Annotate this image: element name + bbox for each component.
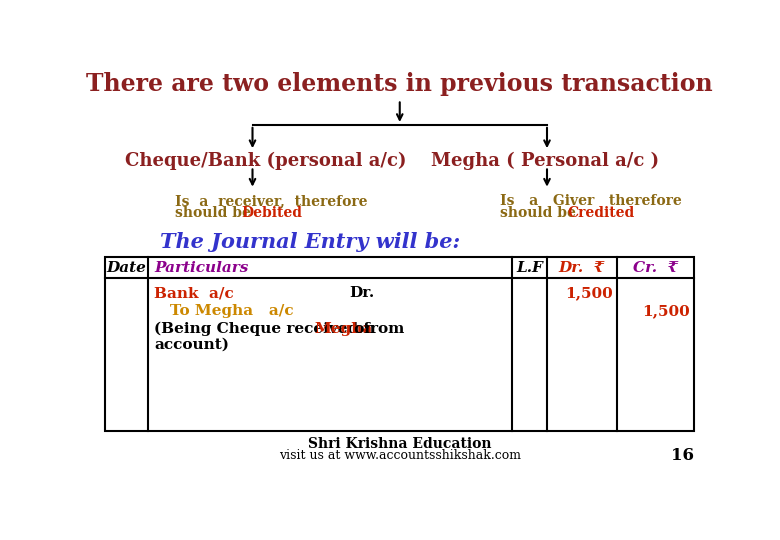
Text: 1,500: 1,500 bbox=[643, 304, 690, 318]
Text: 1,500: 1,500 bbox=[566, 287, 613, 300]
Text: Megha ( Personal a/c ): Megha ( Personal a/c ) bbox=[431, 152, 659, 170]
Text: Cr.  ₹: Cr. ₹ bbox=[633, 261, 678, 275]
Text: Is   a   Giver   therefore: Is a Giver therefore bbox=[501, 194, 682, 208]
Text: Megha: Megha bbox=[314, 322, 373, 336]
Text: 16: 16 bbox=[671, 448, 694, 464]
Text: There are two elements in previous transaction: There are two elements in previous trans… bbox=[87, 72, 713, 96]
Text: (Being Cheque received from: (Being Cheque received from bbox=[154, 322, 410, 336]
Text: L.F: L.F bbox=[516, 261, 543, 275]
Text: Particulars: Particulars bbox=[154, 261, 249, 275]
Text: Is  a  receiver,  therefore: Is a receiver, therefore bbox=[175, 194, 367, 208]
Text: should be: should be bbox=[501, 206, 581, 220]
Text: account): account) bbox=[154, 338, 229, 352]
Text: Dr.  ₹: Dr. ₹ bbox=[558, 261, 605, 275]
Text: Shri Krishna Education: Shri Krishna Education bbox=[308, 437, 491, 451]
Bar bbox=[105, 257, 694, 430]
Text: To Megha   a/c: To Megha a/c bbox=[169, 304, 293, 318]
Text: Cheque/Bank (personal a/c): Cheque/Bank (personal a/c) bbox=[125, 152, 406, 170]
Text: The Journal Entry will be:: The Journal Entry will be: bbox=[159, 232, 459, 252]
Text: Dr.: Dr. bbox=[349, 287, 374, 300]
Text: Date: Date bbox=[107, 261, 147, 275]
Text: should be: should be bbox=[175, 206, 256, 220]
Text: Debited: Debited bbox=[242, 206, 303, 220]
Text: visit us at www.accountsshikshak.com: visit us at www.accountsshikshak.com bbox=[278, 449, 521, 462]
Text: Credited: Credited bbox=[567, 206, 634, 220]
Text: Bank  a/c: Bank a/c bbox=[154, 287, 234, 300]
Text: on: on bbox=[349, 322, 376, 336]
